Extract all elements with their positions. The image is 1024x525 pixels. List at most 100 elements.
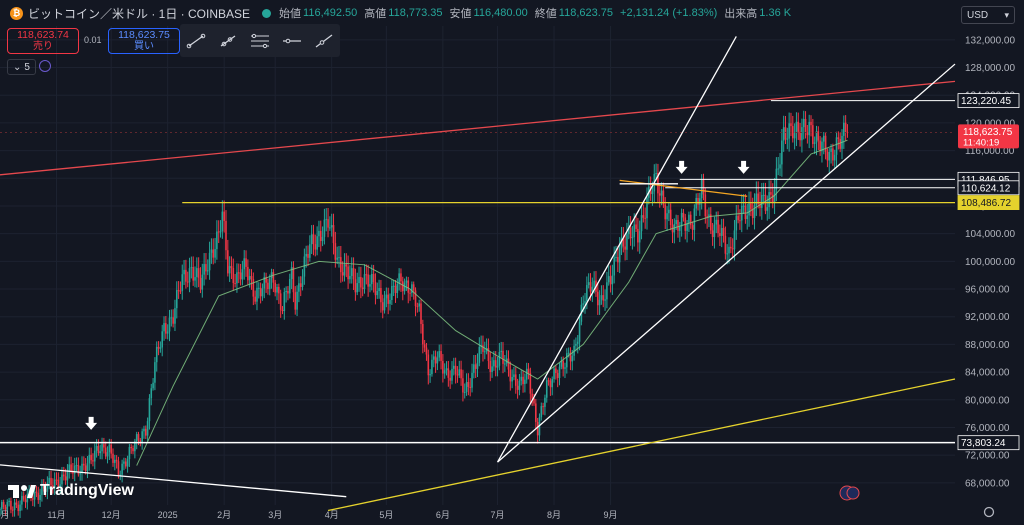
candle-body [103,444,105,448]
candle-body [699,198,701,205]
candle-body [755,193,758,206]
x-tick-label: 6月 [436,510,450,520]
candle-body [832,148,834,161]
candle-body [704,194,707,217]
candle-body [569,352,572,362]
candle-body [642,215,645,218]
price-level-label: 123,220.45 [961,96,1011,107]
candle-body [265,277,267,283]
candle-body [731,248,734,250]
candle-body [591,286,594,292]
candle-body [425,347,428,355]
fib-retracement-icon [251,33,269,48]
candle-body [826,151,829,161]
event-flag-icon [846,486,860,500]
trend-line-tool[interactable] [184,31,208,51]
candle-body [10,500,12,510]
symbol-title[interactable]: ビットコイン／米ドル · 1日 · COINBASE [28,6,251,21]
horizontal-line-tool[interactable] [280,31,304,51]
candle-body [453,365,455,369]
ray-tool[interactable] [216,31,240,51]
candle-body [88,454,91,464]
candle-body [726,253,728,255]
candle-body [168,317,171,332]
candle-body [174,308,176,324]
candle-body [795,121,798,134]
candle-body [753,205,756,219]
candle-body [267,282,269,290]
candle-body [239,272,242,280]
currency-select[interactable]: USD ▾ [961,6,1015,24]
candle-body [163,323,165,332]
candle-body [166,331,169,334]
extended-line-tool[interactable] [312,31,336,51]
candle-body [237,272,240,274]
candle-body [779,164,781,169]
candle-body [429,374,431,376]
candle-body [427,354,430,376]
candle-body [693,208,696,230]
buy-button[interactable]: 118,623.75 買い [108,28,180,54]
candle-body [782,127,785,141]
candle-body [622,238,625,247]
candle-body [678,226,681,231]
sell-button[interactable]: 118,623.74 売り [7,28,79,54]
candle-body [22,495,25,500]
candle-body [555,368,557,374]
candle-body [454,365,457,375]
candle-body [777,168,780,170]
candle-body [75,465,78,467]
x-tick-label: 2025 [158,510,178,520]
candle-body [582,303,585,305]
candle-body [540,406,543,418]
close-value: 118,623.75 [558,7,614,19]
candle-body [52,485,54,488]
candle-body [41,485,43,495]
spread-value: 0.01 [84,35,102,45]
high-label: 高値 [364,8,387,20]
candle-body [773,189,776,203]
candle-body [819,140,821,152]
candle-body [545,380,548,398]
candle-body [637,228,639,243]
candle-body [662,190,665,205]
candle-body [396,283,399,294]
candle-body [186,281,189,283]
link-icon[interactable] [39,60,51,72]
candle-body [334,243,337,260]
candle-body [128,447,131,460]
y-tick-label: 96,000.00 [965,285,1010,296]
candle-body [553,368,555,380]
candle-body [771,194,774,203]
candle-body [409,292,411,294]
candle-body [445,368,448,371]
y-tick-label: 68,000.00 [965,478,1010,489]
indicator-toggle[interactable]: ⌄ 5 [7,59,36,75]
candle-body [57,479,60,488]
candle-body [514,374,517,386]
candle-body [117,461,120,476]
candle-body [46,483,49,492]
candle-body [290,267,293,280]
buy-label: 買い [134,41,154,52]
candle-body [500,350,502,352]
candle-body [345,264,348,267]
candle-body [106,452,109,457]
candle-body [108,444,111,453]
candle-body [21,495,23,505]
candle-body [341,272,344,276]
candle-body [635,224,637,229]
candle-body [349,276,351,280]
candle-body [788,123,790,139]
candle-body [535,403,537,422]
candle-body [584,301,586,304]
candle-body [26,493,29,503]
candle-body [576,341,579,344]
candle-body [564,367,566,369]
candle-body [279,293,282,310]
fib-tool[interactable] [248,31,272,51]
volume-label: 出来高 [724,8,758,20]
candle-body [398,273,400,284]
